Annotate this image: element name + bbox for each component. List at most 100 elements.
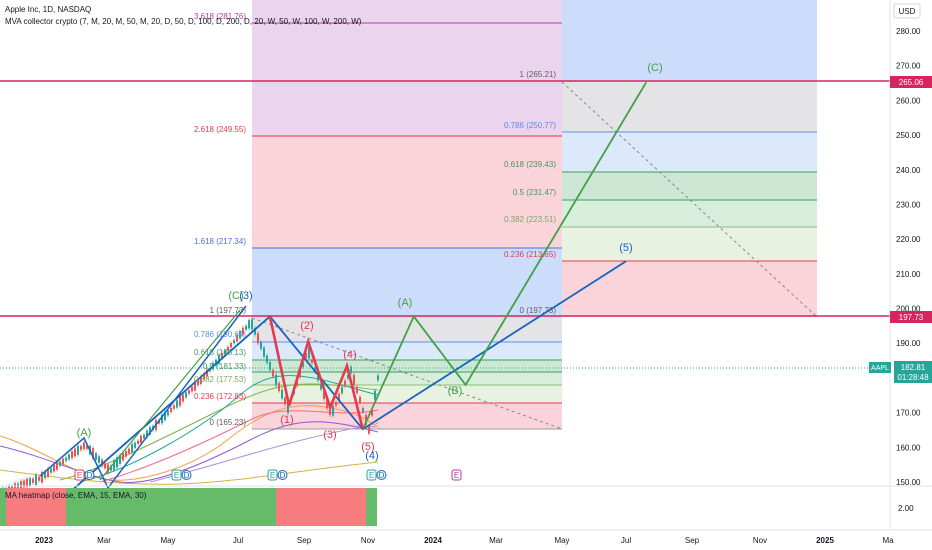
time-axis-label: Jul [233, 536, 243, 545]
price-tick-label: 160.00 [896, 443, 921, 452]
price-tick-label: 250.00 [896, 131, 921, 140]
event-marker: E [366, 469, 377, 481]
svg-text:(1): (1) [280, 414, 293, 426]
chart-header: Apple Inc, 1D, NASDAQ MVA collector cryp… [5, 5, 362, 26]
price-tick-label: 190.00 [896, 339, 921, 348]
svg-text:1 (197.73): 1 (197.73) [210, 306, 247, 315]
event-marker: D [181, 470, 192, 480]
early-wave-lines [39, 305, 247, 490]
svg-text:(5): (5) [619, 242, 632, 254]
event-marker: D [84, 470, 95, 480]
svg-text:(3): (3) [239, 290, 252, 302]
time-axis-label: Jul [621, 536, 631, 545]
fib-large-zones [252, 0, 817, 318]
event-marker: D [376, 470, 387, 480]
time-axis-label: 2023 [35, 536, 53, 545]
svg-text:0.382 (223.51): 0.382 (223.51) [504, 215, 556, 224]
time-axis[interactable]: 2023 Mar May Jul Sep Nov 2024 Mar May Jul Sep Nov 20… [0, 529, 932, 545]
time-axis-label: Mar [489, 536, 503, 545]
svg-text:0.382 (177.53): 0.382 (177.53) [194, 375, 246, 384]
indicator-legend: MVA collector crypto (7, M, 20, M, 50, M… [5, 17, 362, 26]
price-tick-label: 230.00 [896, 200, 921, 209]
price-scale[interactable]: USD 280.00 270.00 260.00 250.00 240.00 230.00… [869, 0, 932, 550]
price-tick-label: 280.00 [896, 27, 921, 36]
wave-labels-red: (1) (2) (3) (4) (5) [280, 320, 374, 453]
svg-text:(4): (4) [365, 450, 378, 462]
time-axis-label: 2025 [816, 536, 834, 545]
time-axis-label: May [554, 536, 569, 545]
price-tick-label: 220.00 [896, 235, 921, 244]
price-tick-label: 270.00 [896, 62, 921, 71]
svg-text:0 (165.23): 0 (165.23) [210, 418, 247, 427]
svg-text:D: D [280, 471, 286, 480]
price-tag-lower [890, 311, 932, 323]
wave-labels-blue: (3) (4) (5) [239, 242, 632, 462]
wave-paths [45, 81, 647, 514]
time-axis-label: Sep [685, 536, 700, 545]
svg-text:(A): (A) [398, 297, 413, 309]
svg-text:0.618 (185.13): 0.618 (185.13) [194, 348, 246, 357]
event-marker: E [74, 469, 85, 481]
fib-large-labels: 1 (265.21) 0.786 (250.77) 0.618 (239.43)… [194, 12, 556, 315]
time-axis-label: Ma [882, 536, 894, 545]
svg-text:1.618 (217.34): 1.618 (217.34) [194, 237, 246, 246]
svg-text:D: D [379, 471, 385, 480]
svg-text:2.618 (249.55): 2.618 (249.55) [194, 125, 246, 134]
svg-text:0.5 (231.47): 0.5 (231.47) [513, 188, 556, 197]
wave-path [361, 81, 647, 430]
price-tick-label: 150.00 [896, 478, 921, 487]
svg-text:0.236 (172.83): 0.236 (172.83) [194, 392, 246, 401]
wave-path [268, 316, 365, 430]
svg-text:(4): (4) [343, 349, 356, 361]
svg-text:(C): (C) [228, 290, 243, 302]
symbol-title: Apple Inc, 1D, NASDAQ [5, 5, 91, 14]
svg-text:0.236 (213.65): 0.236 (213.65) [504, 250, 556, 259]
svg-text:(B): (B) [448, 385, 463, 397]
time-axis-label: Nov [753, 536, 767, 545]
event-marker: E [451, 469, 462, 481]
price-tick-label: 200.00 [896, 305, 921, 314]
ma-heatmap-pane: MA heatmap (close, EMA, 15, EMA, 30) 2.0… [0, 485, 932, 526]
level-lines [251, 22, 818, 430]
svg-text:AAPL: AAPL [871, 365, 889, 372]
svg-text:0 (197.73): 0 (197.73) [520, 306, 557, 315]
svg-text:2.00: 2.00 [898, 504, 914, 513]
price-tick-label: 170.00 [896, 409, 921, 418]
ma-heatmap-title: MA heatmap (close, EMA, 15, EMA, 30) [5, 491, 147, 500]
price-tag-upper [890, 76, 932, 88]
fib-small-labels: 1 (197.73) 0.786 (190.64) 0.618 (185.13)… [194, 306, 246, 427]
svg-text:E: E [174, 471, 179, 480]
svg-text:182.81: 182.81 [901, 363, 926, 372]
svg-text:E: E [454, 471, 459, 480]
event-markers[interactable]: E D E D E D E D E [74, 469, 462, 481]
svg-text:(3): (3) [323, 429, 336, 441]
time-axis-label: Sep [297, 536, 312, 545]
time-axis-label: Nov [361, 536, 375, 545]
event-marker: E [171, 469, 182, 481]
svg-text:D: D [87, 471, 93, 480]
wave-path [45, 260, 627, 514]
svg-text:E: E [270, 471, 275, 480]
event-marker: D [277, 470, 288, 480]
svg-text:(A): (A) [77, 427, 92, 439]
time-axis-label: May [160, 536, 175, 545]
price-tick-label: 240.00 [896, 166, 921, 175]
svg-text:D: D [184, 471, 190, 480]
currency-button[interactable] [893, 3, 921, 19]
svg-text:(C): (C) [647, 62, 662, 74]
svg-text:01:28:48: 01:28:48 [897, 373, 929, 382]
svg-text:3.618 (281.76): 3.618 (281.76) [194, 12, 246, 21]
fib-small-zones [252, 318, 562, 429]
time-axis-label: 2024 [424, 536, 442, 545]
time-axis-label: Mar [97, 536, 111, 545]
svg-text:265.06: 265.06 [899, 78, 924, 87]
svg-text:0.5 (181.33): 0.5 (181.33) [203, 362, 246, 371]
svg-text:1 (265.21): 1 (265.21) [520, 70, 557, 79]
svg-text:USD: USD [899, 7, 916, 16]
last-price-tag [894, 361, 932, 383]
svg-text:0.786 (250.77): 0.786 (250.77) [504, 121, 556, 130]
price-tick-label: 210.00 [896, 270, 921, 279]
svg-text:197.73: 197.73 [899, 313, 924, 322]
svg-text:0.786 (190.64): 0.786 (190.64) [194, 330, 246, 339]
